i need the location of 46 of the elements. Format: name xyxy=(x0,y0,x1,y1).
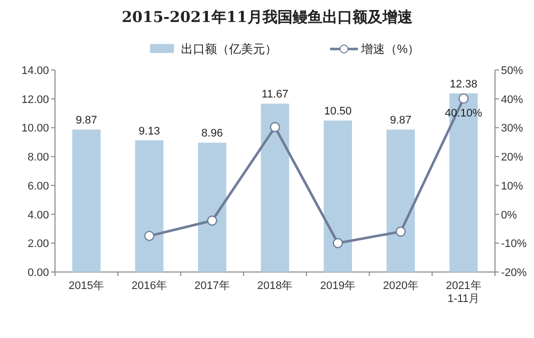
point xyxy=(270,122,280,132)
y2-tick-label: 40% xyxy=(501,94,524,106)
y-tick-label: 0.00 xyxy=(28,267,49,279)
point xyxy=(458,93,469,104)
x-tick-label: 2016年 xyxy=(132,280,168,292)
bar xyxy=(135,140,164,272)
y2-tick-label: 50% xyxy=(501,65,524,77)
data-label: 8.96 xyxy=(201,128,223,140)
y-tick-label: 8.00 xyxy=(28,152,49,164)
chart-title: 2015-2021年11月我国鳗鱼出口额及增速 xyxy=(122,8,414,26)
y2-tick-label: 20% xyxy=(501,152,524,164)
data-label: 9.87 xyxy=(76,114,98,127)
data-label: 40.10% xyxy=(444,108,482,120)
y-tick-label: 12.00 xyxy=(21,94,49,106)
y-tick-label: 10.00 xyxy=(21,122,49,135)
legend-label: 出口额（亿美元） xyxy=(181,42,277,56)
data-label: 9.87 xyxy=(390,114,412,127)
data-label: 11.67 xyxy=(262,88,288,101)
legend-label: 增速（%） xyxy=(360,42,420,56)
y2-tick-label: 30% xyxy=(501,122,524,135)
x-tick-label: 2019年 xyxy=(320,280,356,292)
x-tick-label: 2015年 xyxy=(68,280,104,292)
bar xyxy=(386,130,415,272)
y2-tick-label: 10% xyxy=(501,180,524,192)
x-tick-label: 2020年 xyxy=(382,280,418,292)
point xyxy=(332,238,343,248)
y-tick-label: 6.00 xyxy=(28,180,49,192)
bar xyxy=(324,120,352,272)
data-label: 9.13 xyxy=(138,125,160,138)
data-label: 10.50 xyxy=(324,106,352,118)
data-label: 12.38 xyxy=(450,78,478,90)
bar xyxy=(198,142,226,272)
point xyxy=(144,230,154,242)
bar xyxy=(260,104,290,272)
x-tick-label: 2018年 xyxy=(257,280,293,292)
y-tick-label: 2.00 xyxy=(28,238,49,250)
point xyxy=(396,226,406,237)
y2-tick-label: -10% xyxy=(501,238,527,250)
bar xyxy=(72,130,101,272)
y2-tick-label: 0% xyxy=(501,209,518,222)
x-tick-label: 2021年 1-11月 xyxy=(446,280,482,305)
y-tick-label: 14.00 xyxy=(21,65,49,77)
x-tick-label: 2017年 xyxy=(194,280,230,292)
point xyxy=(207,216,218,226)
y-tick-label: 4.00 xyxy=(28,209,49,222)
y2-tick-label: -20% xyxy=(501,267,527,279)
